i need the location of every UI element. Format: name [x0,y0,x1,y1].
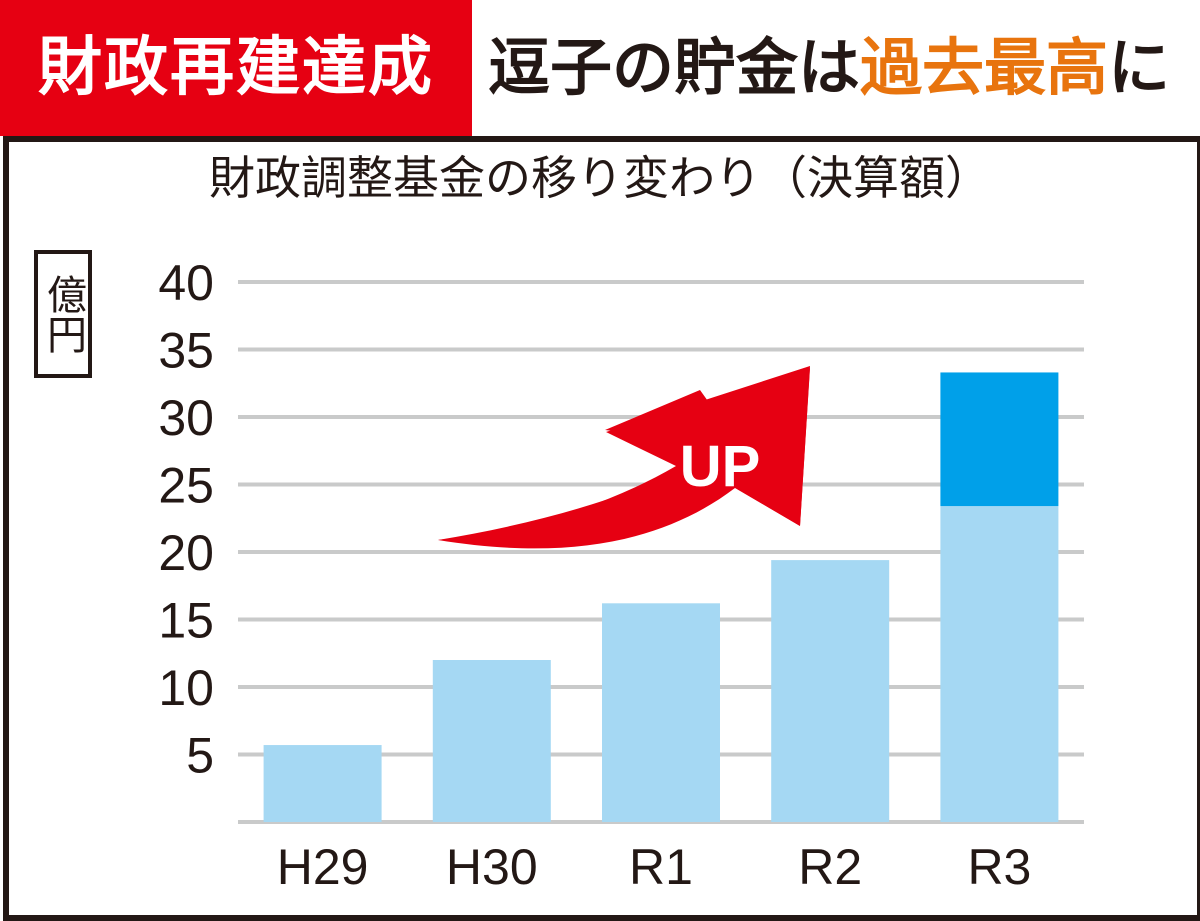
chart-title: 財政調整基金の移り変わり（決算額） [209,151,991,205]
up-arrow-body [438,366,810,541]
header-banner: 財政再建達成 逗子の貯金は過去最高に [0,0,1200,136]
bar-H30-series-1 [432,660,551,822]
up-label: UP [680,434,761,499]
y-tick-label: 5 [186,728,214,784]
x-category-label: R2 [798,839,862,895]
bar-R3-series-1 [940,506,1059,822]
x-category-label: H29 [277,839,369,895]
headline: 逗子の貯金は過去最高に [488,0,1170,136]
bar-R2-series-1 [771,560,890,822]
header-label: 財政再建達成 [0,0,472,136]
headline-highlight: 過去最高 [860,31,1109,104]
bar-H29-series-1 [263,745,382,822]
x-category-label: R3 [967,839,1031,895]
y-tick-label: 35 [158,323,214,379]
y-tick-label: 40 [158,255,214,311]
y-tick-label: 30 [158,390,214,446]
y-tick-label: 20 [158,525,214,581]
y-tick-label: 10 [158,660,214,716]
y-tick-label: 25 [158,458,214,514]
y-tick-label: 15 [158,593,214,649]
y-unit-label: 億円 [34,250,92,378]
headline-pre: 逗子の貯金は [488,31,861,104]
headline-post: に [1108,31,1171,104]
x-category-label: R1 [629,839,693,895]
bar-R1-series-1 [602,603,720,822]
x-category-label: H30 [446,839,538,895]
bar-R3-series-2 [940,372,1059,507]
